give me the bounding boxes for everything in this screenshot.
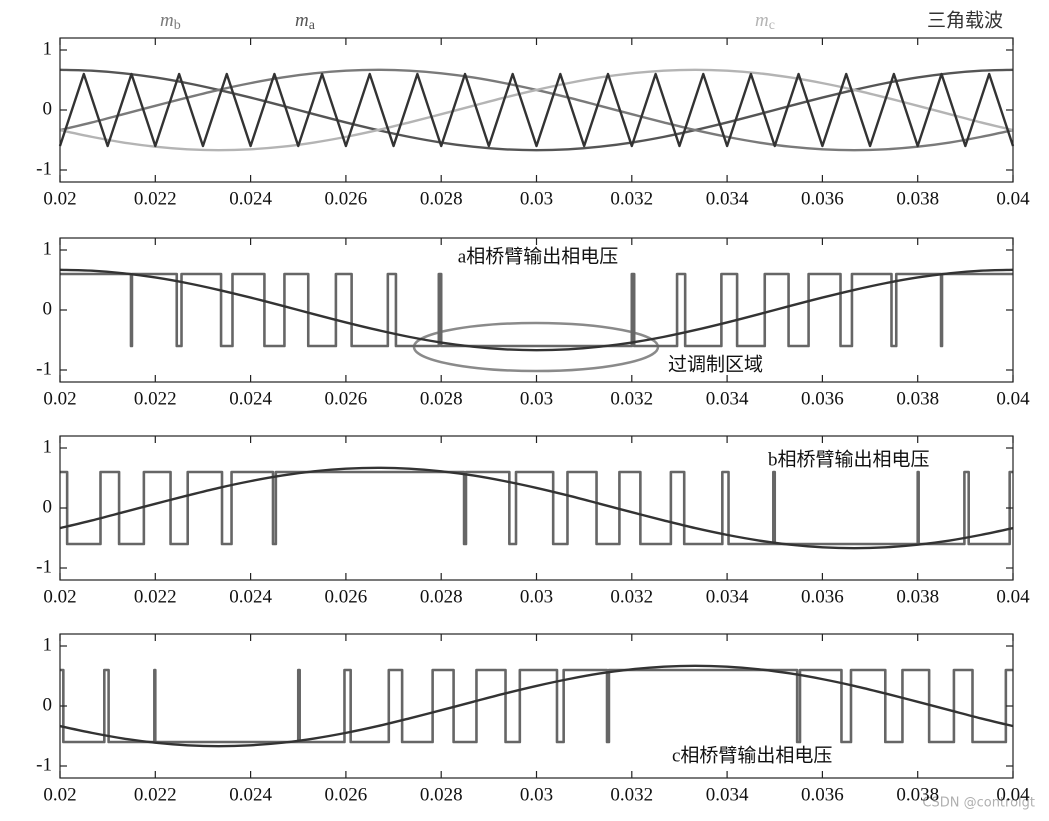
y-tick-label: 1 [43, 634, 53, 655]
series-line [59, 664, 1014, 748]
x-tick-label: 0.036 [801, 188, 844, 209]
x-tick-label: 0.032 [610, 388, 653, 409]
x-tick-label: 0.026 [325, 388, 368, 409]
x-tick-label: 0.022 [134, 388, 177, 409]
pwm-line [60, 272, 1013, 348]
x-tick-label: 0.038 [896, 784, 939, 805]
x-tick-label: 0.024 [229, 188, 272, 209]
x-tick-label: 0.038 [896, 188, 939, 209]
y-tick-label: 1 [43, 436, 53, 457]
x-tick-label: 0.022 [134, 784, 177, 805]
axis-box [59, 633, 1014, 779]
x-tick-label: 0.03 [520, 586, 553, 607]
y-tick-label: 0 [43, 496, 53, 517]
legend-label: 三角载波 [927, 9, 1003, 31]
panel: 0.02 0.022 0.024 0.026 0.028 0.03 0.032 0.034 0.… [36, 633, 1030, 805]
x-tick-label: 0.022 [134, 586, 177, 607]
x-tick-label: 0.04 [996, 388, 1030, 409]
x-tick-label: 0.026 [325, 784, 368, 805]
annotation: c相桥臂输出相电压 [672, 744, 832, 766]
x-tick-label: 0.036 [801, 586, 844, 607]
x-tick-label: 0.03 [520, 188, 553, 209]
x-tick-label: 0.024 [229, 388, 272, 409]
x-tick-label: 0.032 [610, 188, 653, 209]
y-tick-label: 1 [43, 38, 53, 59]
x-tick-label: 0.02 [43, 586, 76, 607]
y-tick-label: 0 [43, 694, 53, 715]
legend-label: mc [755, 10, 775, 33]
x-tick-label: 0.028 [420, 586, 463, 607]
x-tick-label: 0.032 [610, 586, 653, 607]
x-tick-label: 0.036 [801, 388, 844, 409]
annotation: 过调制区域 [668, 353, 763, 375]
watermark: CSDN @controlgt [922, 796, 1035, 811]
x-tick-label: 0.038 [896, 388, 939, 409]
x-tick-label: 0.024 [229, 586, 272, 607]
x-tick-label: 0.026 [325, 188, 368, 209]
pwm-line [60, 470, 1013, 546]
x-tick-label: 0.034 [706, 784, 749, 805]
y-tick-label: 0 [43, 98, 53, 119]
x-tick-label: 0.028 [420, 784, 463, 805]
x-tick-label: 0.02 [43, 388, 76, 409]
x-tick-label: 0.024 [229, 784, 272, 805]
series-line [59, 68, 1014, 152]
series-line [58, 72, 1015, 148]
legend-label: ma [295, 10, 316, 33]
x-tick-label: 0.034 [706, 586, 749, 607]
panel: ma mb mc 三角载波 0.02 0.022 0.024 0.026 0.028 0.03 0.… [36, 9, 1030, 209]
x-tick-label: 0.028 [420, 388, 463, 409]
x-tick-label: 0.03 [520, 388, 553, 409]
y-tick-label: 0 [43, 298, 53, 319]
y-tick-label: -1 [36, 358, 52, 379]
x-tick-label: 0.034 [706, 188, 749, 209]
y-tick-label: -1 [36, 754, 52, 775]
x-tick-label: 0.028 [420, 188, 463, 209]
x-tick-label: 0.022 [134, 188, 177, 209]
panel: 0.02 0.022 0.024 0.026 0.028 0.03 0.032 0.034 0.… [36, 435, 1030, 607]
y-tick-label: -1 [36, 158, 52, 179]
x-tick-label: 0.02 [43, 188, 76, 209]
y-tick-label: -1 [36, 556, 52, 577]
legend-label: mb [160, 10, 181, 33]
x-tick-label: 0.04 [996, 188, 1030, 209]
y-tick-label: 1 [43, 238, 53, 259]
x-tick-label: 0.034 [706, 388, 749, 409]
annotation: a相桥臂输出相电压 [458, 245, 618, 267]
series-line [59, 68, 1014, 152]
x-tick-label: 0.04 [996, 586, 1030, 607]
x-tick-label: 0.038 [896, 586, 939, 607]
pwm-line [60, 668, 1013, 744]
x-tick-label: 0.026 [325, 586, 368, 607]
panel: 0.02 0.022 0.024 0.026 0.028 0.03 0.032 0.034 0.… [36, 237, 1030, 409]
series-line [59, 466, 1014, 550]
x-tick-label: 0.02 [43, 784, 76, 805]
series-line [59, 268, 1014, 352]
annotation: b相桥臂输出相电压 [768, 448, 930, 470]
x-tick-label: 0.04 [996, 784, 1030, 805]
series-line [59, 68, 1014, 152]
x-tick-label: 0.032 [610, 784, 653, 805]
axis-box [59, 37, 1014, 183]
x-tick-label: 0.03 [520, 784, 553, 805]
x-tick-label: 0.036 [801, 784, 844, 805]
